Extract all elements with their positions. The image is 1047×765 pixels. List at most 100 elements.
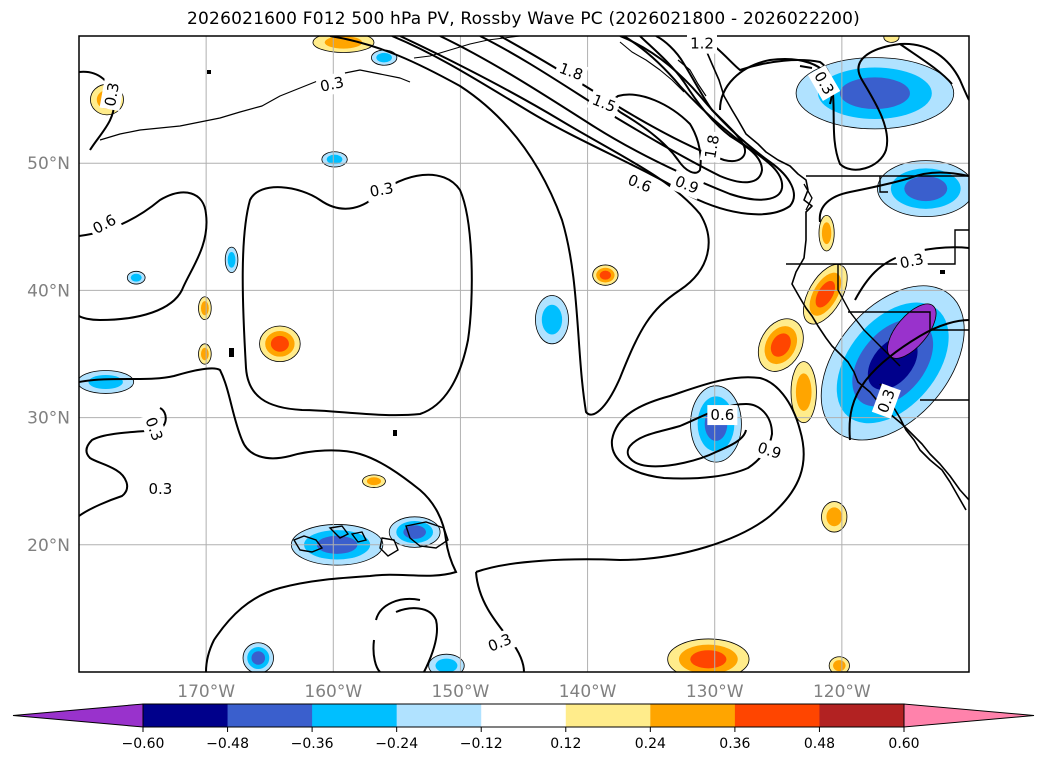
pv-anomaly [428, 653, 465, 672]
pv-anomaly-level [326, 154, 343, 165]
pv-anomaly-level [833, 660, 846, 672]
contour-labels: 0.30.30.30.30.61.81.51.21.80.6 0.90.30.30… [86, 33, 929, 658]
pv-anomaly-fills [79, 36, 969, 672]
colorbar-tick-label: −0.48 [206, 736, 249, 752]
contour-label-bg [139, 411, 169, 447]
pv-anomaly [362, 474, 386, 488]
pv-anomaly [535, 295, 569, 345]
pv-anomaly-level [599, 270, 612, 280]
contour-label-bg [752, 436, 787, 465]
colorbar-frame [142, 703, 905, 728]
pv-anomaly [821, 501, 848, 533]
colorbar-extend-low [12, 703, 144, 728]
pv-anomaly [198, 343, 212, 365]
pv-anomaly-level [826, 507, 843, 527]
colorbar-segment [396, 704, 482, 727]
lon-tick-label: 130°W [686, 682, 744, 702]
lon-tick-label: 170°W [177, 682, 235, 702]
lon-tick-label: 150°W [432, 682, 490, 702]
pv-anomaly [126, 270, 146, 285]
pv-anomaly [371, 49, 398, 66]
contour-label: 0.6 [710, 406, 734, 424]
colorbar-segment [227, 704, 313, 727]
pv-anomaly-level [883, 36, 900, 43]
lat-tick-label: 40°N [27, 281, 70, 301]
small-islands [207, 70, 945, 436]
pv-anomaly-level [130, 273, 142, 282]
pv-anomaly [592, 264, 619, 286]
contour-label-bg [553, 57, 589, 87]
pv-anomaly [820, 285, 965, 441]
pv-anomaly [790, 361, 817, 424]
contour-label-bg [699, 130, 725, 164]
pv-anomaly [198, 296, 212, 321]
lat-tick-label: 20°N [27, 536, 70, 556]
pv-anomaly-level [251, 651, 266, 665]
pv-anomaly-level [324, 36, 363, 49]
pv-anomaly [259, 325, 301, 363]
contour-label-bg [586, 88, 622, 119]
pv-anomaly [803, 264, 848, 325]
colorbar-tick-label: −0.36 [291, 736, 334, 752]
pv-anomaly [242, 642, 274, 672]
contour-label-bg [482, 627, 518, 658]
contour-label: 0.3 [898, 250, 925, 273]
map-title: 2026021600 F012 500 hPa PV, Rossby Wave … [187, 9, 860, 29]
colorbar-segment [143, 704, 229, 727]
pv-anomaly [883, 36, 900, 43]
pv-anomaly-level [795, 373, 812, 411]
pv-anomaly [757, 318, 804, 372]
contour-label: 1.8 [701, 133, 723, 160]
colorbar-segment [819, 704, 905, 727]
contour-label-bg [807, 65, 841, 102]
pv-anomaly-level [270, 335, 289, 352]
pv-anomaly-level [200, 301, 209, 316]
colorbar: −0.60 −0.48 −0.36 −0.24 −0.12 0.12 0.24 0.36 0.4… [12, 703, 1035, 752]
contour-label-bg [145, 478, 176, 499]
contour-label-bg [86, 208, 123, 241]
lon-tick-label: 120°W [813, 682, 871, 702]
colorbar-tick-label: −0.24 [375, 736, 418, 752]
pv-anomaly-level [227, 252, 236, 268]
pv-anomaly-level [815, 280, 836, 308]
colorbar-extend-high [903, 703, 1035, 728]
pv-anomaly [795, 57, 955, 130]
colorbar-tick-label: 0.24 [635, 736, 666, 752]
contour-label-bg [622, 168, 658, 199]
contour-label-bg [669, 169, 705, 200]
colorbar-segment [481, 704, 567, 727]
graticule [79, 36, 969, 672]
pv-anomaly [312, 36, 375, 53]
colorbar-tick-label: 0.60 [888, 736, 919, 752]
colorbar-segment [312, 704, 398, 727]
pv-anomaly-level [821, 222, 832, 245]
lon-tick-label: 140°W [559, 682, 617, 702]
contour-label: 0.3 [148, 480, 172, 498]
pv-anomaly [79, 370, 135, 394]
contour-label: 0.3 [368, 179, 395, 201]
pv-anomaly-level [541, 304, 563, 335]
map-frame [78, 35, 970, 673]
pv-anomaly-level [690, 650, 727, 669]
colorbar-tick-label: −0.12 [460, 736, 503, 752]
pv-anomaly [877, 160, 969, 218]
pv-anomaly [224, 246, 239, 273]
colorbar-tick-label: −0.60 [122, 736, 165, 752]
pv-anomaly-level [435, 658, 458, 672]
pv-anomaly [667, 638, 750, 672]
pv-anomaly [321, 151, 348, 168]
contour-label: 1.2 [690, 35, 714, 53]
contour-label-bg [99, 78, 125, 112]
map-background [79, 36, 969, 672]
contour-label-bg [315, 71, 349, 98]
pv-anomaly-level [88, 374, 123, 390]
colorbar-segment [650, 704, 736, 727]
pv-anomaly-level [839, 77, 910, 110]
lon-tick-label: 160°W [304, 682, 362, 702]
islands [292, 521, 449, 557]
pv-anomaly [818, 214, 835, 252]
longitude-labels: 170°W 160°W 150°W 140°W 130°W 120°W [177, 682, 871, 702]
pv-anomaly-level [770, 333, 791, 357]
contour-label-bg [707, 405, 738, 426]
